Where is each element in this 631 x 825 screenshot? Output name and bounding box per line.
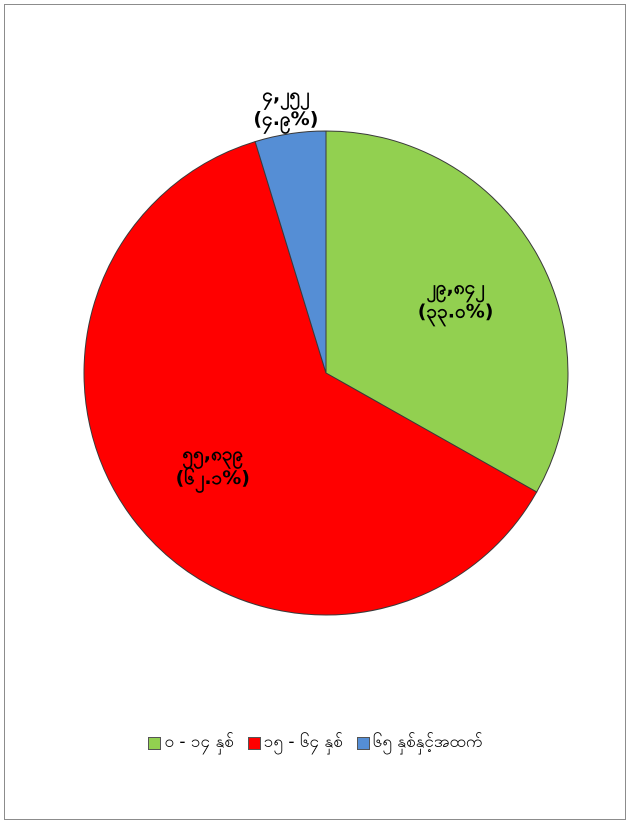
legend-item-0-14: ၀ - ၁၄ နှစ် — [148, 731, 234, 756]
data-label-percent-65-plus: (၄.၉%) — [253, 108, 318, 135]
legend: ၀ - ၁၄ နှစ် ၁၅ - ၆၄ နှစ် ၆၅ နှစ်နှင့်အထက… — [0, 731, 631, 756]
legend-label-65-plus: ၆၅ နှစ်နှင့်အထက် — [372, 732, 483, 752]
legend-swatch-15-64 — [247, 737, 261, 750]
legend-label-0-14: ၀ - ၁၄ နှစ် — [164, 732, 234, 752]
legend-swatch-65-plus — [356, 737, 370, 750]
data-label-value-65-plus: ၄,၂၅၂ — [262, 84, 309, 111]
legend-item-15-64: ၁၅ - ၆၄ နှစ် — [247, 731, 343, 756]
legend-item-65-plus: ၆၅ နှစ်နှင့်အထက် — [356, 731, 483, 756]
pie-slice-0-14 — [325, 130, 569, 493]
pie-slice-65-plus — [254, 130, 327, 374]
pie-slice-15-64 — [83, 140, 538, 616]
legend-label-15-64: ၁၅ - ၆၄ နှစ် — [263, 732, 343, 752]
legend-swatch-0-14 — [148, 737, 162, 750]
